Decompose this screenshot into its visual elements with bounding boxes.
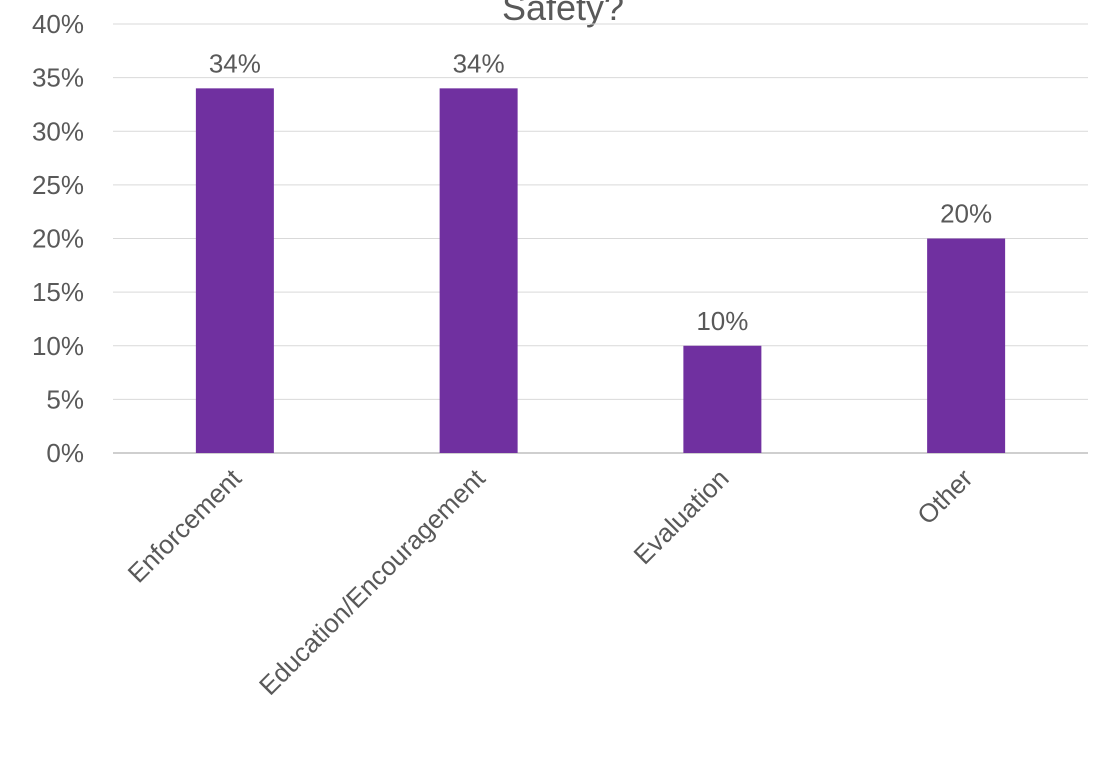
bars <box>195 88 1006 453</box>
gridlines <box>113 23 1088 454</box>
data-label: 34% <box>453 48 505 78</box>
y-tick-label: 0% <box>46 438 84 468</box>
y-tick-label: 35% <box>32 63 84 93</box>
y-axis: 0% 5% 10% 15% 20% 25% 30% 35% 40% <box>32 9 84 468</box>
x-tick-label: Enforcement <box>122 462 248 588</box>
y-tick-label: 20% <box>32 224 84 254</box>
x-axis-labels: Enforcement Education/Encouragement Evalua… <box>122 462 979 700</box>
y-tick-label: 40% <box>32 9 84 39</box>
y-tick-label: 5% <box>46 384 84 414</box>
chart-title: Safety? <box>502 0 624 28</box>
y-tick-label: 10% <box>32 331 84 361</box>
x-tick-label: Education/Encouragement <box>253 462 491 700</box>
bar <box>439 88 518 453</box>
bar <box>683 345 762 453</box>
bar <box>927 238 1006 453</box>
y-tick-label: 15% <box>32 277 84 307</box>
data-label: 10% <box>696 306 748 336</box>
y-tick-label: 25% <box>32 170 84 200</box>
x-tick-label: Evaluation <box>628 463 735 570</box>
x-tick-label: Other <box>911 463 978 530</box>
data-labels: 34% 34% 10% 20% <box>209 48 992 335</box>
y-tick-label: 30% <box>32 116 84 146</box>
bar <box>195 88 274 453</box>
data-label: 34% <box>209 48 261 78</box>
data-label: 20% <box>940 199 992 229</box>
